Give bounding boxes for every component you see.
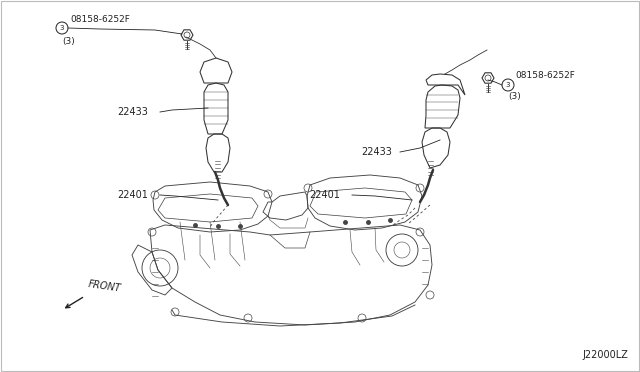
- Text: (3): (3): [62, 37, 75, 46]
- Text: 22433: 22433: [361, 147, 392, 157]
- Text: FRONT: FRONT: [87, 279, 122, 294]
- Text: 22433: 22433: [117, 107, 148, 117]
- Text: 3: 3: [506, 82, 510, 88]
- Text: 22401: 22401: [117, 190, 148, 200]
- Text: J22000LZ: J22000LZ: [582, 350, 628, 360]
- Text: (3): (3): [508, 92, 521, 101]
- Text: 08158-6252F: 08158-6252F: [70, 15, 130, 24]
- Text: 22401: 22401: [309, 190, 340, 200]
- Text: 08158-6252F: 08158-6252F: [515, 71, 575, 80]
- Text: 3: 3: [60, 25, 64, 31]
